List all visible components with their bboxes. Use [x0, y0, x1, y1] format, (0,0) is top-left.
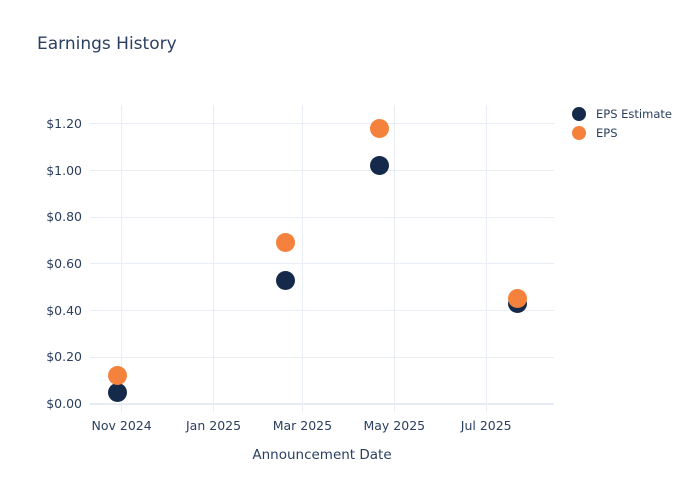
data-point-eps[interactable]	[276, 233, 296, 253]
chart-title: Earnings History	[37, 34, 177, 54]
legend-label-eps-estimate: EPS Estimate	[596, 106, 672, 121]
data-point-eps-estimate[interactable]	[369, 156, 389, 176]
x-axis-title: Announcement Date	[252, 447, 392, 463]
x-gridline	[213, 105, 215, 412]
legend-item-eps[interactable]: EPS	[572, 123, 672, 142]
data-point-eps-estimate[interactable]	[107, 382, 127, 402]
legend-label-eps: EPS	[596, 125, 618, 140]
x-tick-label: May 2025	[363, 418, 426, 433]
legend-marker-eps-estimate-icon	[572, 106, 586, 121]
x-tick-label: Jan 2025	[186, 418, 242, 433]
y-gridline	[90, 310, 554, 312]
data-point-eps[interactable]	[369, 119, 389, 139]
y-gridline	[90, 170, 554, 172]
legend-marker-eps-icon	[572, 125, 586, 140]
x-tick-label: Mar 2025	[272, 418, 333, 433]
legend: EPS Estimate EPS	[572, 104, 672, 142]
y-tick-label: $0.60	[46, 255, 82, 271]
x-gridline	[485, 105, 487, 412]
x-tick-label: Jul 2025	[460, 418, 512, 433]
y-gridline	[90, 123, 554, 125]
y-tick-label: $0.80	[46, 209, 82, 225]
y-gridline	[90, 402, 554, 405]
data-point-eps[interactable]	[508, 289, 528, 309]
x-gridline	[393, 105, 395, 412]
x-gridline	[121, 105, 123, 412]
y-tick-label: $0.00	[46, 395, 82, 411]
y-gridline	[90, 263, 554, 265]
legend-item-eps-estimate[interactable]: EPS Estimate	[572, 104, 672, 123]
x-gridline	[301, 105, 303, 412]
y-tick-label: $1.20	[46, 115, 82, 131]
y-tick-label: $1.00	[46, 162, 82, 178]
data-point-eps-estimate[interactable]	[276, 270, 296, 290]
y-gridline	[90, 216, 554, 218]
y-gridline	[90, 356, 554, 358]
y-tick-label: $0.20	[46, 349, 82, 365]
x-tick-label: Nov 2024	[91, 418, 152, 433]
y-tick-label: $0.40	[46, 302, 82, 318]
data-point-eps[interactable]	[107, 366, 127, 386]
